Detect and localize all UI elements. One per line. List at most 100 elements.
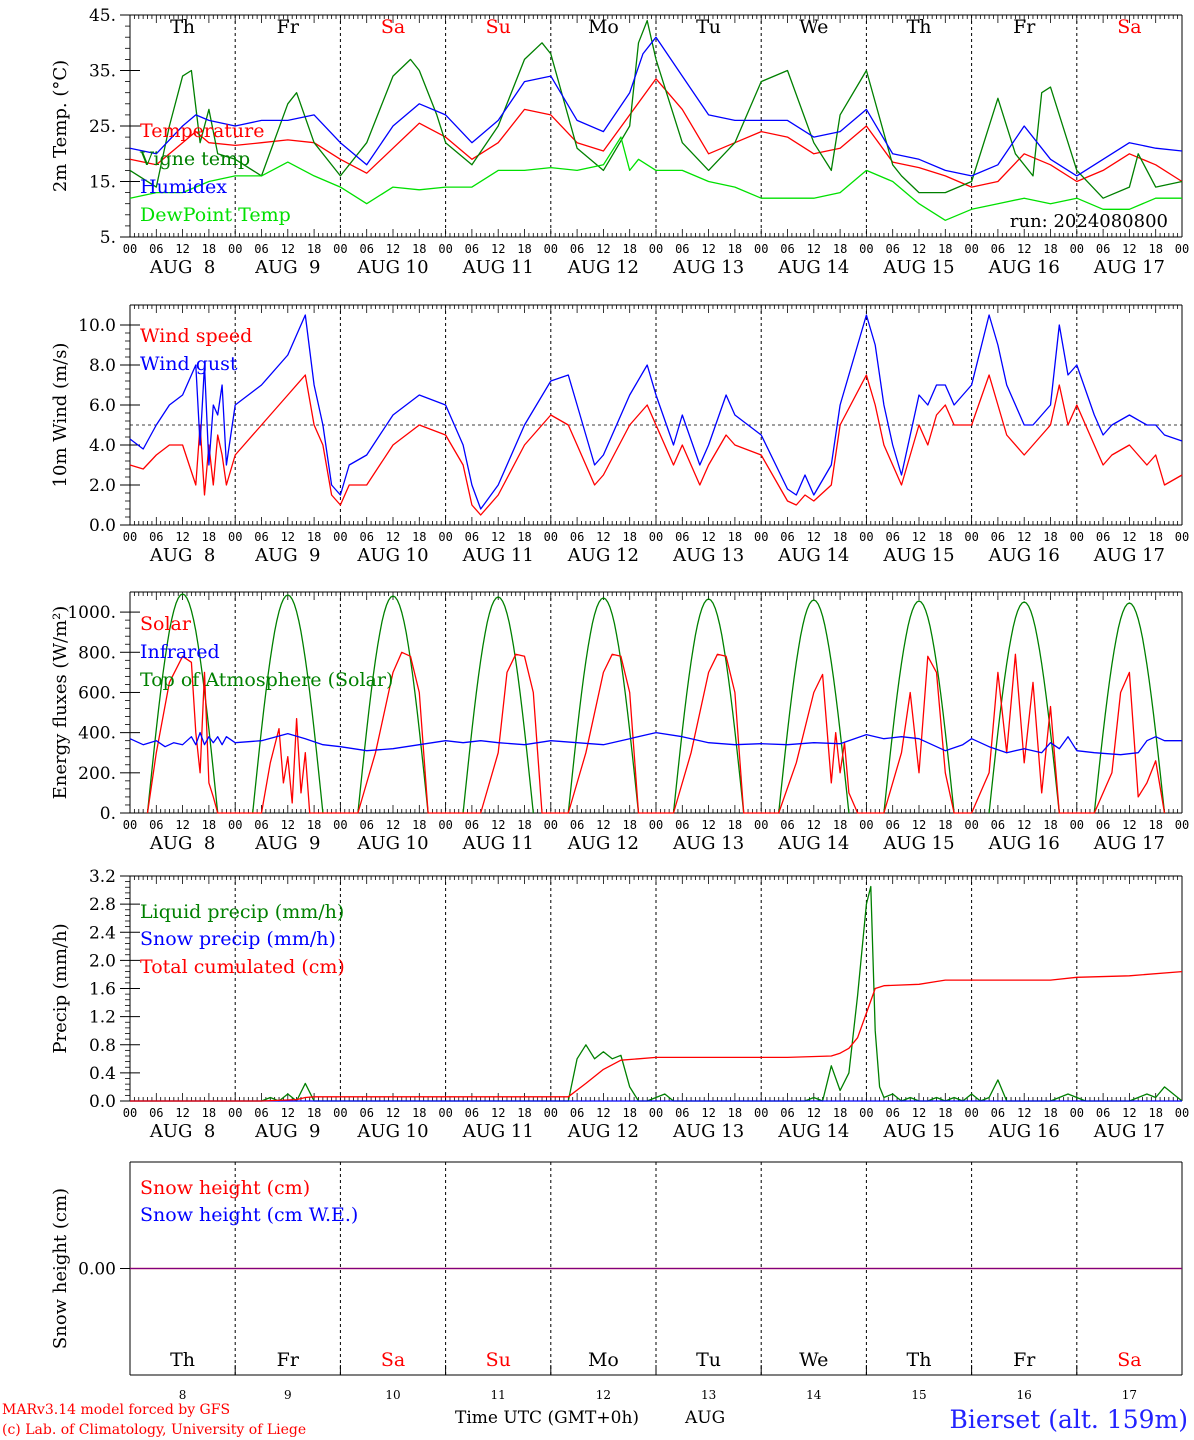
legend-entry: Infrared <box>140 641 220 663</box>
y-tick-label: 1.6 <box>89 980 116 1000</box>
chart-panel-5: 8 9 10 11 12 13 14 15 16 17 0.00 Snow height (cm) Sn… <box>50 1161 1183 1402</box>
hour-tick-label: 18 <box>307 1106 321 1120</box>
hour-tick-label: 18 <box>728 1106 742 1120</box>
hour-tick-label: 06 <box>149 1106 163 1120</box>
date-label: AUG 15 <box>882 833 954 854</box>
date-label: AUG 8 <box>149 1121 215 1142</box>
hour-tick-label: 12 <box>281 530 295 544</box>
date-label: AUG 14 <box>777 1121 849 1142</box>
hour-tick-label: 00 <box>228 242 242 256</box>
date-label: AUG 17 <box>1093 257 1165 278</box>
date-label: AUG 9 <box>254 1121 320 1142</box>
series-line-2 <box>129 19 1183 199</box>
y-tick-label: 5. <box>100 228 116 248</box>
hour-tick-label: 06 <box>465 1106 479 1120</box>
y-tick-label: 25. <box>89 117 116 137</box>
hour-tick-label: 18 <box>622 1106 636 1120</box>
hour-tick-label: 06 <box>885 1106 899 1120</box>
hour-tick-label: 18 <box>202 818 216 832</box>
date-label: AUG 12 <box>567 1121 639 1142</box>
y-tick-label: 200. <box>78 764 116 784</box>
hour-tick-label: 06 <box>991 242 1005 256</box>
hour-tick-label: 06 <box>1096 530 1110 544</box>
day-number-label: 14 <box>806 1388 822 1402</box>
day-names-bottom: Th Fr Sa Su Mo Tu We Th Fr Sa <box>170 1349 1141 1371</box>
hour-tick-label: 00 <box>1070 530 1084 544</box>
date-label: AUG 12 <box>567 257 639 278</box>
legend-entry: Snow height (cm) <box>140 1177 310 1199</box>
day-name-label: Su <box>486 1349 511 1371</box>
hour-tick-label: 00 <box>859 242 873 256</box>
hour-tick-label: 12 <box>912 818 926 832</box>
day-name-label: Tu <box>696 1349 721 1371</box>
day-name-label: Th <box>170 1349 195 1371</box>
day-name-label: Mo <box>588 1349 619 1371</box>
date-label: AUG 11 <box>462 833 534 854</box>
hour-tick-label: 06 <box>991 1106 1005 1120</box>
date-label: AUG 11 <box>462 257 534 278</box>
day-number-label: 8 <box>179 1388 187 1402</box>
y-tick-label: 3.2 <box>89 867 116 887</box>
hour-tick-label: 06 <box>780 1106 794 1120</box>
date-label: AUG 15 <box>882 1121 954 1142</box>
hour-tick-label: 12 <box>175 818 189 832</box>
hour-tick-label: 18 <box>307 530 321 544</box>
y-tick-label: 0. <box>100 804 116 824</box>
date-label: AUG 17 <box>1093 545 1165 566</box>
legend-entry: Snow precip (mm/h) <box>140 928 336 950</box>
date-label: AUG 15 <box>882 257 954 278</box>
date-label: AUG 17 <box>1093 833 1165 854</box>
hour-tick-label: 06 <box>254 242 268 256</box>
hour-tick-label: 18 <box>202 242 216 256</box>
hour-tick-label: 06 <box>359 1106 373 1120</box>
hour-tick-label: 00 <box>544 242 558 256</box>
hour-tick-label: 06 <box>885 530 899 544</box>
date-label: AUG 9 <box>254 545 320 566</box>
y-tick-label: 6.0 <box>89 396 116 416</box>
hour-tick-label: 18 <box>412 818 426 832</box>
day-name-label: Tu <box>696 16 721 38</box>
hour-tick-label: 06 <box>885 242 899 256</box>
hour-tick-label: 12 <box>491 242 505 256</box>
hour-tick-label: 00 <box>1070 1106 1084 1120</box>
day-number-label: 16 <box>1017 1388 1032 1402</box>
hour-tick-label: 18 <box>1043 530 1057 544</box>
hour-tick-label: 00 <box>333 818 347 832</box>
y-tick-label: 2.0 <box>89 476 116 496</box>
legend-entry: Liquid precip (mm/h) <box>140 901 344 923</box>
legend-entry: Solar <box>140 613 192 635</box>
hour-tick-label: 12 <box>1017 530 1031 544</box>
series-line-3 <box>129 36 1183 177</box>
hour-tick-label: 12 <box>596 530 610 544</box>
hour-tick-label: 00 <box>333 1106 347 1120</box>
series-line-3 <box>130 970 1183 1102</box>
legend-entry: Total cumulated (cm) <box>140 956 345 978</box>
hour-tick-label: 00 <box>964 818 978 832</box>
hour-tick-label: 00 <box>544 1106 558 1120</box>
day-name-label: Sa <box>381 16 405 38</box>
hour-tick-label: 00 <box>964 242 978 256</box>
hour-tick-label: 00 <box>438 818 452 832</box>
hour-tick-label: 06 <box>885 818 899 832</box>
legend-entry: Temperature <box>140 120 264 142</box>
hour-tick-label: 00 <box>438 530 452 544</box>
date-label: AUG 12 <box>567 545 639 566</box>
hour-tick-label: 06 <box>780 818 794 832</box>
date-label: AUG 9 <box>254 833 320 854</box>
x-axis-month: AUG <box>684 1408 725 1428</box>
hour-tick-label: 00 <box>123 818 137 832</box>
series-line-2 <box>129 314 1183 510</box>
hour-tick-label: 12 <box>281 242 295 256</box>
hour-tick-label: 00 <box>754 530 768 544</box>
hour-tick-label: 00 <box>649 530 663 544</box>
y-tick-label: 45. <box>89 6 116 26</box>
hour-tick-label: 12 <box>596 242 610 256</box>
hour-tick-label: 00 <box>1175 1106 1189 1120</box>
hour-tick-label: 12 <box>386 818 400 832</box>
hour-tick-label: 00 <box>438 242 452 256</box>
hour-tick-label: 12 <box>1122 530 1136 544</box>
hour-tick-label: 12 <box>1017 242 1031 256</box>
hour-tick-label: 18 <box>1043 1106 1057 1120</box>
y-tick-label: 0.0 <box>89 1092 116 1112</box>
hour-tick-label: 00 <box>544 818 558 832</box>
